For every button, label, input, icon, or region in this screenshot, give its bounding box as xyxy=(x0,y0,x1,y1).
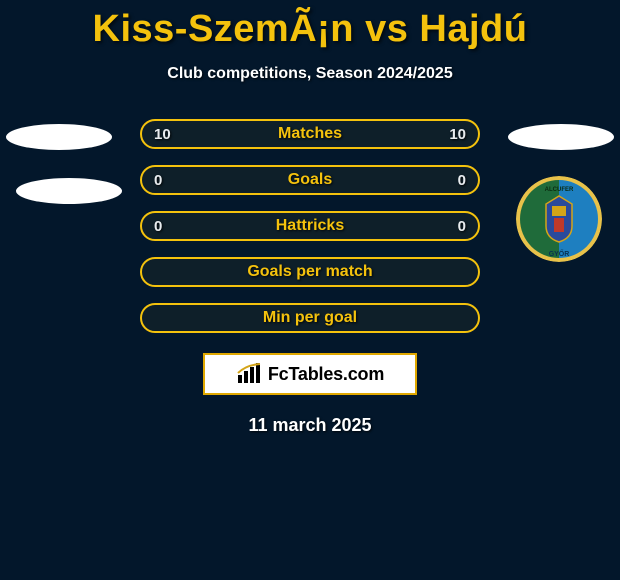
stat-bar-matches: 10 Matches 10 xyxy=(140,119,480,149)
logo-text: FcTables.com xyxy=(268,364,384,385)
page-title: Kiss-SzemÃ¡n vs Hajdú xyxy=(0,0,620,51)
fctables-logo: FcTables.com xyxy=(203,353,417,395)
stat-label: Hattricks xyxy=(142,217,478,235)
page-subtitle: Club competitions, Season 2024/2025 xyxy=(0,65,620,83)
stat-row: Min per goal xyxy=(0,295,620,341)
stat-label: Goals per match xyxy=(142,263,478,281)
stat-label: Goals xyxy=(142,171,478,189)
bar-chart-icon xyxy=(236,363,264,385)
stat-row: 0 Hattricks 0 xyxy=(0,203,620,249)
stat-row: Goals per match xyxy=(0,249,620,295)
stat-label: Min per goal xyxy=(142,309,478,327)
stat-bar-goals-per-match: Goals per match xyxy=(140,257,480,287)
date-label: 11 march 2025 xyxy=(0,415,620,436)
stats-container: 10 Matches 10 0 Goals 0 0 Hattricks 0 Go… xyxy=(0,111,620,341)
stat-label: Matches xyxy=(142,125,478,143)
stat-row: 0 Goals 0 xyxy=(0,157,620,203)
stat-bar-hattricks: 0 Hattricks 0 xyxy=(140,211,480,241)
stat-bar-min-per-goal: Min per goal xyxy=(140,303,480,333)
stat-row: 10 Matches 10 xyxy=(0,111,620,157)
stat-bar-goals: 0 Goals 0 xyxy=(140,165,480,195)
